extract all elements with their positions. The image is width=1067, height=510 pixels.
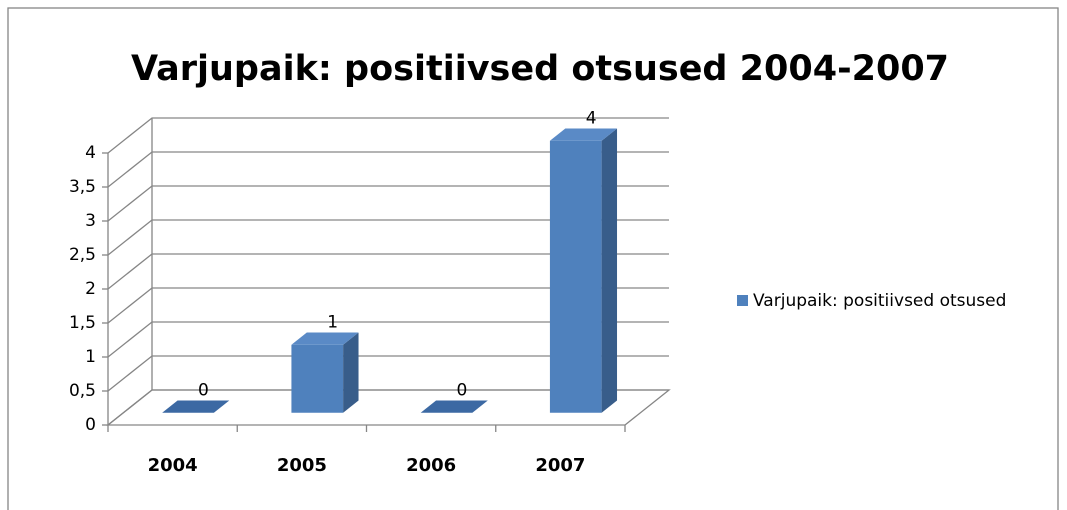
bar-side bbox=[601, 128, 618, 413]
y-tick-label: 0 bbox=[85, 415, 96, 435]
bar bbox=[549, 128, 618, 413]
data-label: 1 bbox=[327, 313, 338, 333]
y-tick-label: 3,5 bbox=[69, 177, 96, 197]
x-tick-label: 2007 bbox=[535, 455, 585, 476]
x-tick-label: 2004 bbox=[148, 455, 198, 476]
chart-border bbox=[7, 7, 1059, 510]
bar bbox=[291, 332, 359, 413]
x-tick-label: 2005 bbox=[277, 455, 327, 476]
bar-top bbox=[162, 400, 230, 413]
x-tick-label: 2006 bbox=[406, 455, 456, 476]
y-tick-label: 1 bbox=[85, 347, 96, 367]
bar bbox=[420, 400, 488, 413]
y-tick-label: 2 bbox=[85, 279, 96, 299]
bar-front bbox=[291, 344, 344, 413]
bar bbox=[162, 400, 230, 413]
legend-swatch bbox=[737, 295, 748, 306]
bar-top bbox=[549, 128, 618, 141]
chart-title: Varjupaik: positiivsed otsused 2004-2007 bbox=[131, 49, 949, 89]
bar-side bbox=[343, 332, 359, 413]
bar-top bbox=[291, 332, 359, 345]
data-label: 0 bbox=[457, 381, 468, 401]
y-tick-label: 4 bbox=[85, 143, 96, 163]
y-tick-label: 1,5 bbox=[69, 313, 96, 333]
data-label: 0 bbox=[198, 381, 209, 401]
y-tick-label: 3 bbox=[85, 211, 96, 231]
y-tick-label: 0,5 bbox=[69, 381, 96, 401]
legend-label: Varjupaik: positiivsed otsused bbox=[753, 291, 1006, 311]
y-tick-label: 2,5 bbox=[69, 245, 96, 265]
bar-front bbox=[549, 140, 602, 413]
bar-top bbox=[420, 400, 488, 413]
data-label: 4 bbox=[586, 109, 597, 129]
